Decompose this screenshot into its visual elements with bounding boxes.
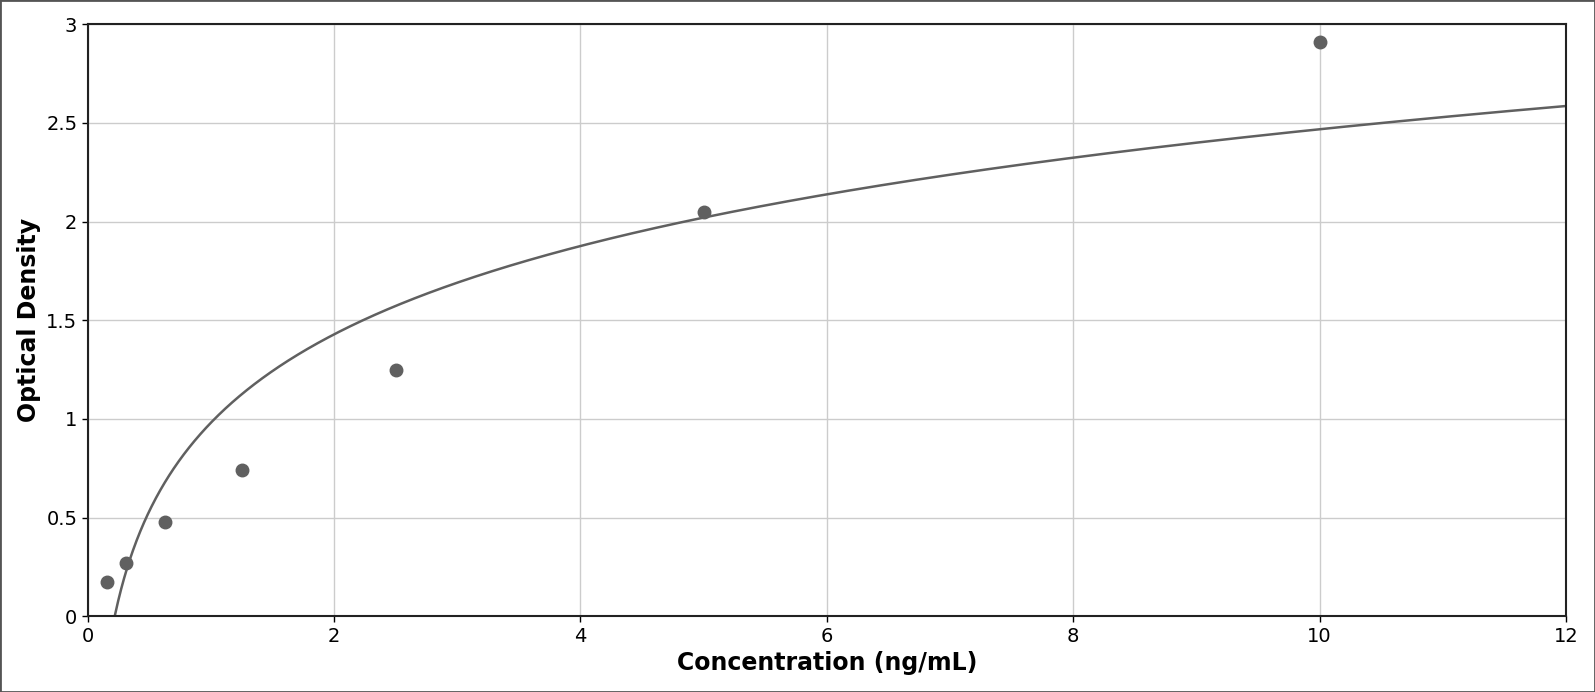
- Point: [113, 558, 139, 569]
- Point: [383, 364, 408, 375]
- Point: [152, 516, 177, 527]
- Point: [1306, 37, 1332, 48]
- Point: [230, 465, 255, 476]
- Point: [691, 206, 716, 217]
- X-axis label: Concentration (ng/mL): Concentration (ng/mL): [676, 651, 978, 675]
- Point: [94, 576, 120, 588]
- Y-axis label: Optical Density: Optical Density: [16, 218, 40, 422]
